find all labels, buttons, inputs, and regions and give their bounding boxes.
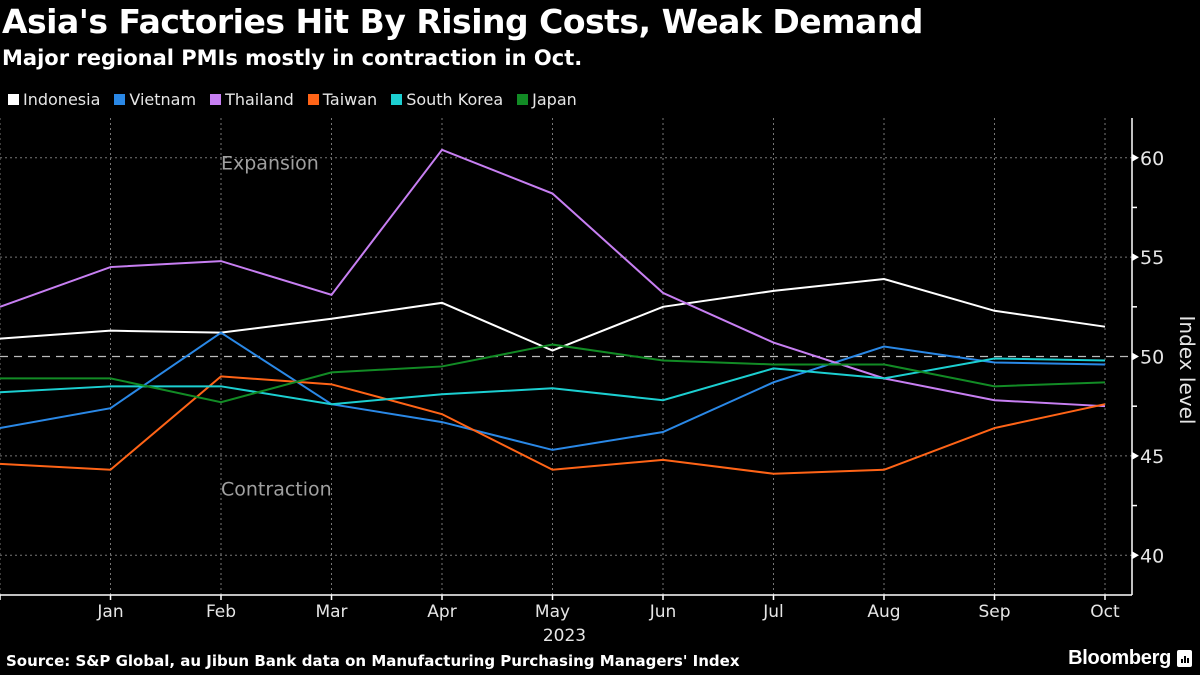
legend-label: Taiwan [322,90,378,109]
legend: Indonesia Vietnam Thailand Taiwan South Kore… [8,90,577,109]
source-note: Source: S&P Global, au Jibun Bank data o… [6,652,740,670]
legend-item-japan: Japan [517,90,577,109]
y-tick-marker [1132,153,1139,162]
x-year-label: 2023 [543,626,586,646]
y-tick-marker [1132,253,1139,262]
annotation-expansion: Expansion [221,153,319,175]
y-tick-label: 60 [1140,148,1164,170]
legend-item-vietnam: Vietnam [114,90,196,109]
legend-swatch [391,94,403,105]
series-line-thailand [0,148,1106,408]
brand-name: Bloomberg [1068,647,1171,669]
legend-label: Japan [532,90,577,109]
legend-item-thailand: Thailand [210,90,294,109]
chart-title: Asia's Factories Hit By Rising Costs, We… [2,2,923,41]
x-tick-label: Apr [427,602,456,622]
y-tick-marker [1132,551,1139,560]
series-line-vietnam [0,331,1106,451]
legend-swatch [210,94,222,105]
x-tick-label: Sep [978,602,1010,622]
x-tick-label: Jan [96,602,123,622]
legend-label: Vietnam [129,90,197,109]
legend-item-indonesia: Indonesia [8,90,100,109]
x-tick-label: Mar [315,602,347,622]
y-tick-label: 55 [1140,247,1164,269]
x-tick-label: Oct [1090,602,1120,622]
bloomberg-chart-icon [1177,650,1192,667]
legend-label: South Korea [406,90,504,109]
chart-subtitle: Major regional PMIs mostly in contractio… [2,46,583,70]
x-tick-label: May [535,602,570,622]
y-axis-label: Index level [1175,316,1199,425]
x-tick-label: Aug [867,602,900,622]
y-tick-label: 40 [1140,545,1164,567]
y-tick-label: 50 [1140,347,1164,369]
y-tick-label: 45 [1140,446,1164,468]
legend-swatch [307,94,319,105]
series-line-taiwan [0,375,1106,475]
x-tick-label: Jul [762,602,784,622]
legend-item-taiwan: Taiwan [307,90,378,109]
series-line-south-korea [0,357,1106,406]
y-tick-marker [1132,451,1139,460]
y-tick-marker [1132,352,1139,361]
x-tick-label: Jun [649,602,677,622]
legend-label: Thailand [225,90,294,109]
series-line-japan [0,343,1106,404]
series-line-indonesia [0,277,1106,352]
legend-swatch [114,94,126,105]
legend-swatch [517,94,529,105]
legend-label: Indonesia [23,90,101,109]
x-tick-label: Feb [206,602,236,622]
legend-swatch [8,94,19,105]
annotation-contraction: Contraction [221,479,332,501]
brand-logo: Bloomberg [1068,647,1192,670]
legend-item-south-korea: South Korea [391,90,503,109]
